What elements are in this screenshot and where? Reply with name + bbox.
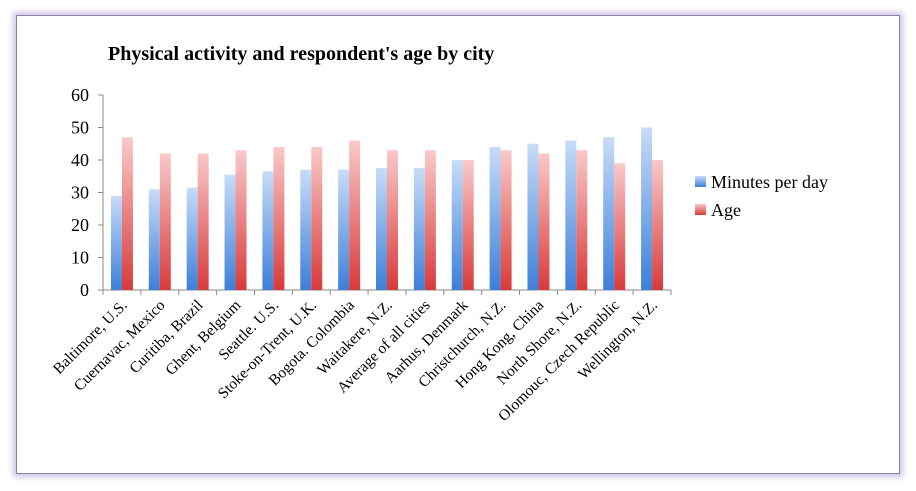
bar-age-14	[652, 160, 664, 290]
bar-age-11	[538, 153, 550, 290]
bar-age-2	[197, 153, 209, 290]
bar-age-1	[159, 153, 171, 290]
bar-minutes-7	[376, 168, 387, 290]
bar-minutes-10	[489, 147, 501, 290]
y-tick-label: 60	[71, 85, 89, 105]
bar-minutes-13	[603, 137, 615, 290]
bar-age-3	[235, 150, 247, 290]
bar-minutes-6	[338, 169, 350, 290]
y-tick-label: 40	[71, 150, 89, 170]
bar-age-8	[424, 150, 436, 290]
bar-age-4	[273, 147, 285, 290]
bar-age-5	[311, 147, 323, 290]
y-tick-label: 30	[71, 183, 89, 203]
legend-label-1: Age	[711, 200, 741, 220]
chart-title: Physical activity and respondent's age b…	[108, 43, 494, 65]
bar-age-9	[462, 160, 474, 290]
bar-minutes-11	[527, 143, 539, 290]
y-tick-label: 20	[71, 215, 89, 235]
bar-minutes-0	[110, 195, 122, 290]
bar-minutes-4	[262, 171, 274, 290]
bar-minutes-3	[224, 174, 236, 290]
bar-minutes-8	[413, 168, 425, 290]
y-tick-label: 0	[80, 280, 89, 300]
bar-minutes-5	[300, 169, 312, 290]
bar-minutes-1	[148, 189, 160, 290]
bar-age-10	[500, 150, 512, 290]
legend-swatch-1	[695, 204, 706, 215]
bar-age-0	[121, 137, 133, 290]
legend-label-0: Minutes per day	[711, 172, 828, 192]
bar-minutes-9	[451, 160, 463, 290]
bar-age-7	[387, 150, 398, 290]
bar-minutes-2	[186, 187, 198, 290]
bar-minutes-14	[641, 127, 653, 290]
y-tick-label: 10	[71, 248, 89, 268]
legend-swatch-0	[695, 176, 706, 187]
bar-minutes-12	[565, 140, 577, 290]
bar-age-6	[349, 140, 361, 290]
y-tick-label: 50	[71, 118, 89, 138]
bar-age-12	[576, 150, 588, 290]
bar-age-13	[614, 163, 626, 290]
